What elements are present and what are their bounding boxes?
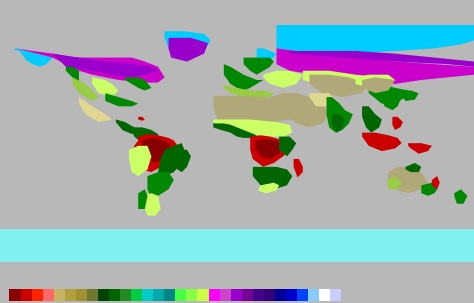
Polygon shape — [79, 97, 112, 122]
Polygon shape — [224, 85, 274, 97]
Polygon shape — [16, 48, 164, 83]
Polygon shape — [253, 167, 292, 189]
Bar — [198, 289, 209, 301]
Polygon shape — [224, 64, 264, 91]
Polygon shape — [293, 159, 303, 177]
Bar — [76, 289, 87, 301]
Polygon shape — [432, 176, 440, 189]
Bar — [20, 289, 32, 301]
Bar — [242, 289, 253, 301]
Polygon shape — [164, 31, 210, 58]
Polygon shape — [0, 229, 474, 262]
Bar — [120, 289, 131, 301]
Polygon shape — [13, 48, 53, 67]
Polygon shape — [362, 106, 382, 133]
Bar — [109, 289, 120, 301]
Polygon shape — [174, 150, 191, 172]
Bar — [164, 289, 175, 301]
Polygon shape — [138, 117, 145, 121]
Bar — [209, 289, 219, 301]
Bar — [297, 289, 308, 301]
Polygon shape — [125, 77, 151, 91]
Bar — [186, 289, 198, 301]
Polygon shape — [255, 139, 283, 159]
Polygon shape — [66, 67, 79, 84]
Polygon shape — [264, 71, 303, 88]
Polygon shape — [142, 193, 161, 215]
Bar — [286, 289, 297, 301]
Polygon shape — [388, 167, 428, 193]
Polygon shape — [258, 183, 279, 193]
Bar — [275, 289, 286, 301]
Polygon shape — [257, 48, 276, 62]
Bar — [330, 289, 341, 301]
Polygon shape — [454, 189, 467, 204]
Polygon shape — [279, 137, 296, 156]
Polygon shape — [356, 75, 395, 88]
Polygon shape — [250, 135, 290, 167]
Bar — [9, 289, 20, 301]
Polygon shape — [147, 172, 174, 198]
Bar — [264, 289, 275, 301]
Polygon shape — [92, 77, 118, 97]
Polygon shape — [310, 75, 369, 97]
Bar — [308, 289, 319, 301]
Polygon shape — [362, 77, 395, 93]
Polygon shape — [276, 48, 474, 84]
Polygon shape — [169, 38, 208, 62]
Bar — [54, 289, 65, 301]
Polygon shape — [276, 25, 474, 54]
Bar — [131, 289, 142, 301]
Polygon shape — [310, 93, 336, 106]
Bar — [142, 289, 153, 301]
Polygon shape — [362, 133, 401, 151]
Polygon shape — [387, 176, 401, 189]
Bar — [175, 289, 186, 301]
Polygon shape — [332, 114, 345, 133]
Polygon shape — [290, 51, 474, 67]
Bar — [153, 289, 164, 301]
Polygon shape — [401, 91, 419, 101]
Polygon shape — [369, 84, 408, 104]
Bar — [87, 289, 98, 301]
Polygon shape — [421, 183, 437, 196]
Polygon shape — [129, 146, 151, 176]
Polygon shape — [116, 119, 138, 134]
Polygon shape — [270, 93, 316, 119]
Bar — [43, 289, 54, 301]
Polygon shape — [213, 96, 305, 123]
Polygon shape — [392, 117, 403, 130]
Bar — [253, 289, 264, 301]
Polygon shape — [303, 71, 395, 91]
Polygon shape — [53, 54, 158, 77]
Polygon shape — [213, 123, 257, 138]
Bar — [65, 289, 76, 301]
Polygon shape — [283, 93, 329, 127]
Bar — [98, 289, 109, 301]
Bar — [231, 289, 242, 301]
Polygon shape — [158, 143, 184, 176]
Polygon shape — [132, 134, 178, 172]
Polygon shape — [408, 143, 432, 154]
Polygon shape — [213, 119, 292, 137]
Polygon shape — [406, 163, 421, 172]
Polygon shape — [142, 138, 171, 163]
Polygon shape — [105, 93, 138, 106]
Polygon shape — [132, 127, 158, 146]
Polygon shape — [327, 97, 353, 133]
Polygon shape — [138, 189, 147, 209]
Polygon shape — [382, 93, 401, 110]
Bar — [319, 289, 330, 301]
Polygon shape — [244, 58, 274, 75]
Bar — [219, 289, 231, 301]
Bar — [32, 289, 43, 301]
Polygon shape — [73, 77, 99, 101]
